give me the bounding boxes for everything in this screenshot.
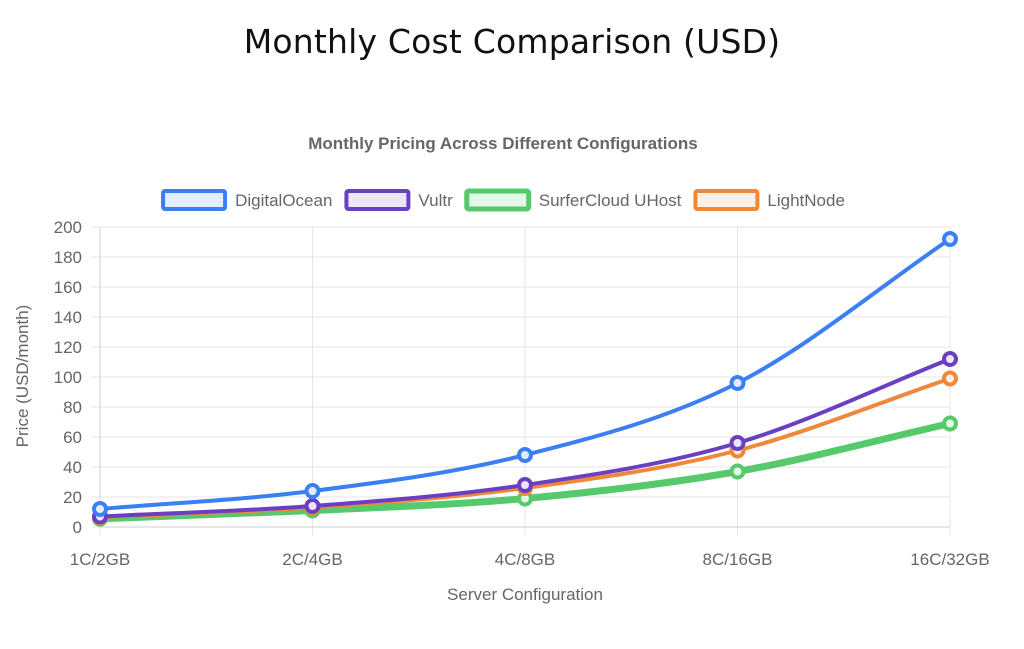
data-point[interactable] [942, 351, 958, 367]
y-tick-label: 0 [73, 518, 82, 537]
legend-label: SurferCloud UHost [539, 191, 682, 210]
legend-label: DigitalOcean [235, 191, 332, 210]
x-tick-label: 2C/4GB [282, 550, 342, 569]
x-tick-label: 1C/2GB [70, 550, 130, 569]
y-tick-label: 200 [54, 218, 82, 237]
series-vultr [92, 351, 958, 525]
y-tick-label: 60 [63, 428, 82, 447]
y-tick-label: 160 [54, 278, 82, 297]
y-tick-label: 100 [54, 368, 82, 387]
legend-swatch [161, 189, 228, 211]
x-tick-label: 4C/8GB [495, 550, 555, 569]
data-point[interactable] [729, 463, 746, 480]
legend-item-surfercloud-uhost[interactable]: SurferCloud UHost [464, 188, 682, 212]
y-tick-label: 180 [54, 248, 82, 267]
chart-legend: DigitalOcean Vultr SurferCloud UHost LightN… [161, 188, 845, 212]
y-tick-label: 120 [54, 338, 82, 357]
legend-item-lightnode[interactable]: LightNode [693, 189, 845, 211]
data-point[interactable] [942, 415, 958, 432]
data-point[interactable] [729, 375, 746, 391]
y-tick-label: 40 [63, 458, 82, 477]
series-digitalocean [92, 231, 958, 517]
data-point[interactable] [942, 370, 958, 387]
legend-swatch [693, 189, 760, 211]
data-point[interactable] [942, 231, 958, 247]
legend-label: LightNode [767, 191, 845, 210]
page-title: Monthly Cost Comparison (USD) [243, 22, 781, 61]
data-point[interactable] [729, 435, 746, 451]
series-layer [92, 231, 958, 527]
legend-item-digitalocean[interactable]: DigitalOcean [161, 189, 332, 211]
y-tick-label: 20 [63, 488, 82, 507]
x-axis-ticks: 1C/2GB 2C/4GB 4C/8GB 8C/16GB 16C/32GB [70, 550, 990, 569]
data-point[interactable] [304, 498, 321, 514]
data-point[interactable] [517, 447, 533, 463]
legend-swatch [464, 188, 532, 212]
data-point[interactable] [517, 477, 533, 493]
legend-item-vultr[interactable]: Vultr [344, 189, 453, 211]
legend-swatch [344, 189, 411, 211]
data-point[interactable] [304, 483, 321, 499]
x-axis-title: Server Configuration [447, 585, 603, 604]
data-point[interactable] [92, 501, 108, 517]
legend-label: Vultr [418, 191, 453, 210]
y-tick-label: 80 [63, 398, 82, 417]
x-tick-label: 16C/32GB [910, 550, 989, 569]
y-axis-ticks: 0 20 40 60 80 100 120 140 160 180 200 [54, 218, 82, 537]
y-axis-title: Price (USD/month) [13, 305, 32, 448]
y-tick-label: 140 [54, 308, 82, 327]
x-tick-label: 8C/16GB [703, 550, 773, 569]
chart-subtitle: Monthly Pricing Across Different Configu… [308, 134, 697, 153]
